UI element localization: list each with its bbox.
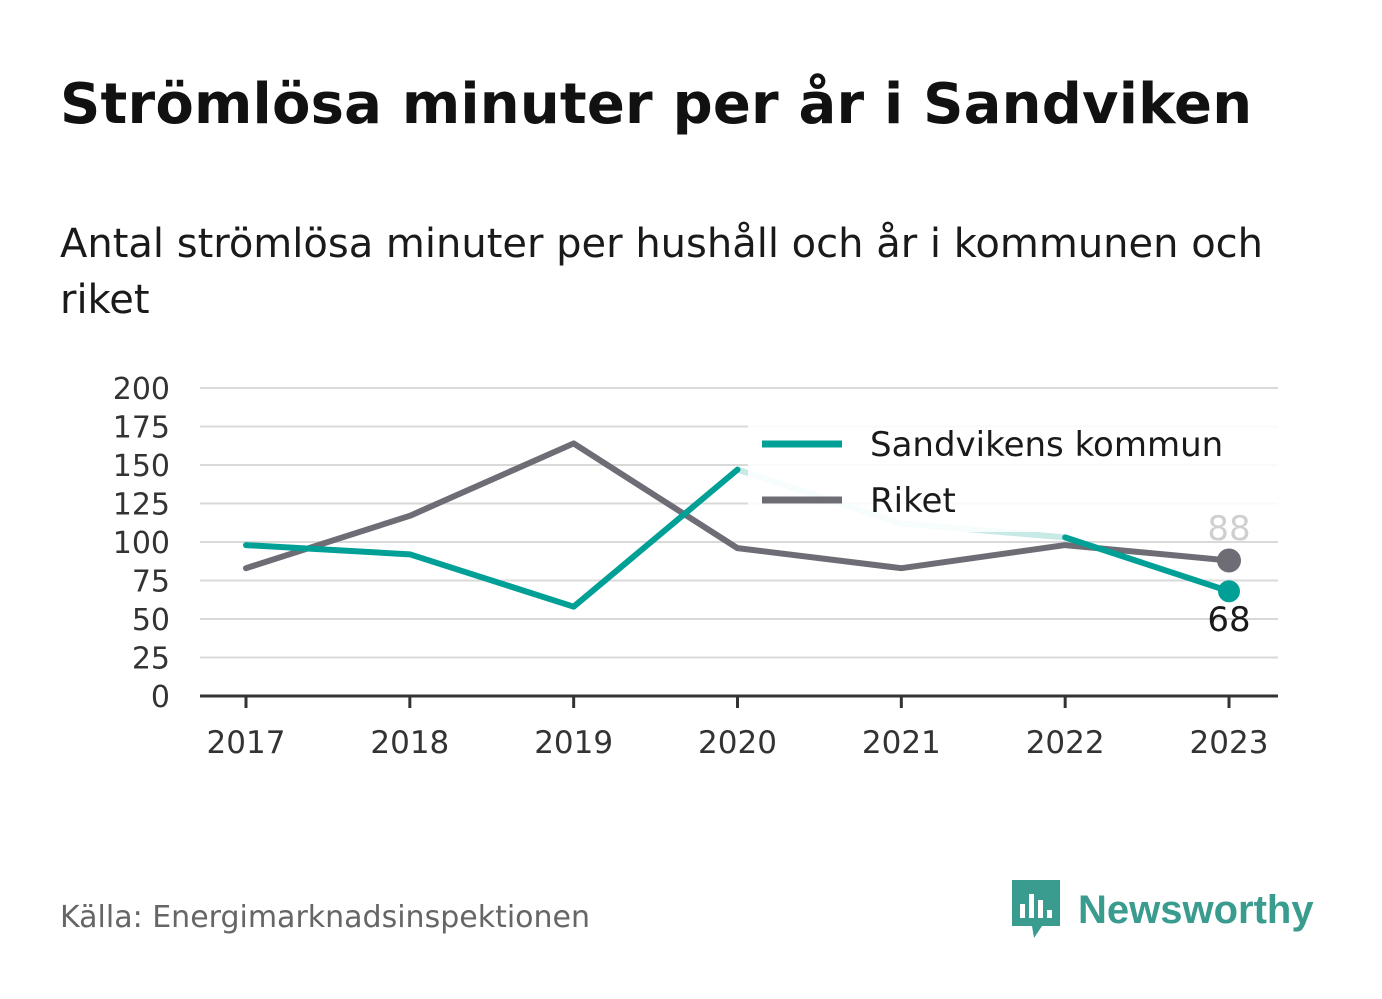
legend: Sandvikens kommun Riket (748, 420, 1278, 532)
series-line-sandviken (1062, 534, 1232, 595)
legend-background (748, 420, 1278, 532)
y-tick-label: 200 (113, 372, 170, 407)
x-tick-label: 2023 (1190, 725, 1269, 761)
y-tick-label: 175 (113, 411, 170, 446)
end-point-riket (1217, 548, 1241, 573)
logo-text: Newsworthy (1078, 887, 1314, 932)
series-line-sandviken (243, 466, 741, 610)
y-tick-label: 125 (113, 488, 170, 523)
end-label-riket: 88 (1207, 509, 1250, 549)
x-tick-label: 2019 (534, 725, 613, 761)
x-tick-label: 2021 (862, 725, 941, 761)
y-tick-label: 150 (113, 449, 170, 484)
end-labels: 88 68 (1207, 509, 1250, 640)
end-point-sandviken (1218, 580, 1240, 603)
x-tick-label: 2018 (370, 725, 449, 761)
x-tick-label: 2020 (698, 725, 777, 761)
x-tick-label: 2017 (207, 725, 286, 761)
legend-label: Sandvikens kommun (870, 425, 1223, 465)
y-tick-label: 75 (132, 565, 170, 600)
y-tick-label: 50 (132, 603, 170, 638)
x-tick-label: 2022 (1026, 725, 1105, 761)
chart-title: Strömlösa minuter per år i Sandviken (60, 72, 1253, 137)
y-tick-label: 100 (113, 526, 170, 561)
source-note: Källa: Energimarknadsinspektionen (60, 900, 591, 935)
newsworthy-logo: Newsworthy (1012, 880, 1314, 940)
y-tick-label: 0 (151, 680, 170, 715)
series-line-riket (243, 440, 1232, 572)
x-axis: 2017 2018 2019 2020 2021 2022 2023 (200, 694, 1278, 761)
y-tick-label: 25 (132, 642, 170, 677)
end-label-sandviken: 68 (1207, 600, 1250, 640)
chart-subtitle: Antal strömlösa minuter per hushåll och … (60, 221, 1264, 323)
newsworthy-bar-chart-icon (1012, 880, 1060, 938)
legend-label: Riket (870, 481, 956, 521)
